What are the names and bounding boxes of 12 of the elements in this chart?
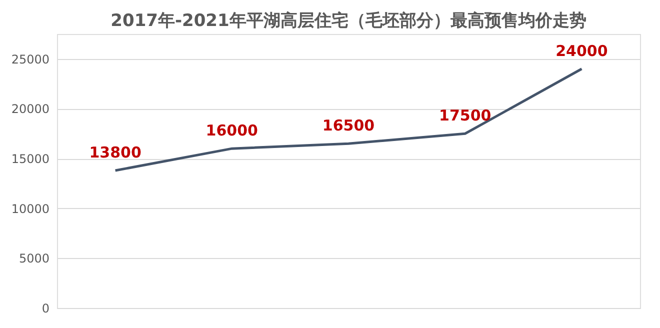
- data-label: 13800: [89, 144, 142, 162]
- y-tick-label: 25000: [11, 52, 50, 66]
- data-label: 16000: [206, 122, 258, 140]
- chart-title: 2017年-2021年平湖高层住宅（毛坯部分）最高预售均价走势: [110, 11, 586, 31]
- y-tick-label: 10000: [11, 202, 50, 216]
- y-tick-label: 5000: [18, 252, 50, 266]
- y-tick-label: 0: [42, 302, 50, 316]
- data-label: 24000: [556, 42, 608, 60]
- y-tick-label: 20000: [11, 102, 50, 116]
- data-label: 17500: [439, 106, 492, 125]
- y-tick-label: 15000: [11, 152, 50, 166]
- data-label: 16500: [322, 116, 375, 135]
